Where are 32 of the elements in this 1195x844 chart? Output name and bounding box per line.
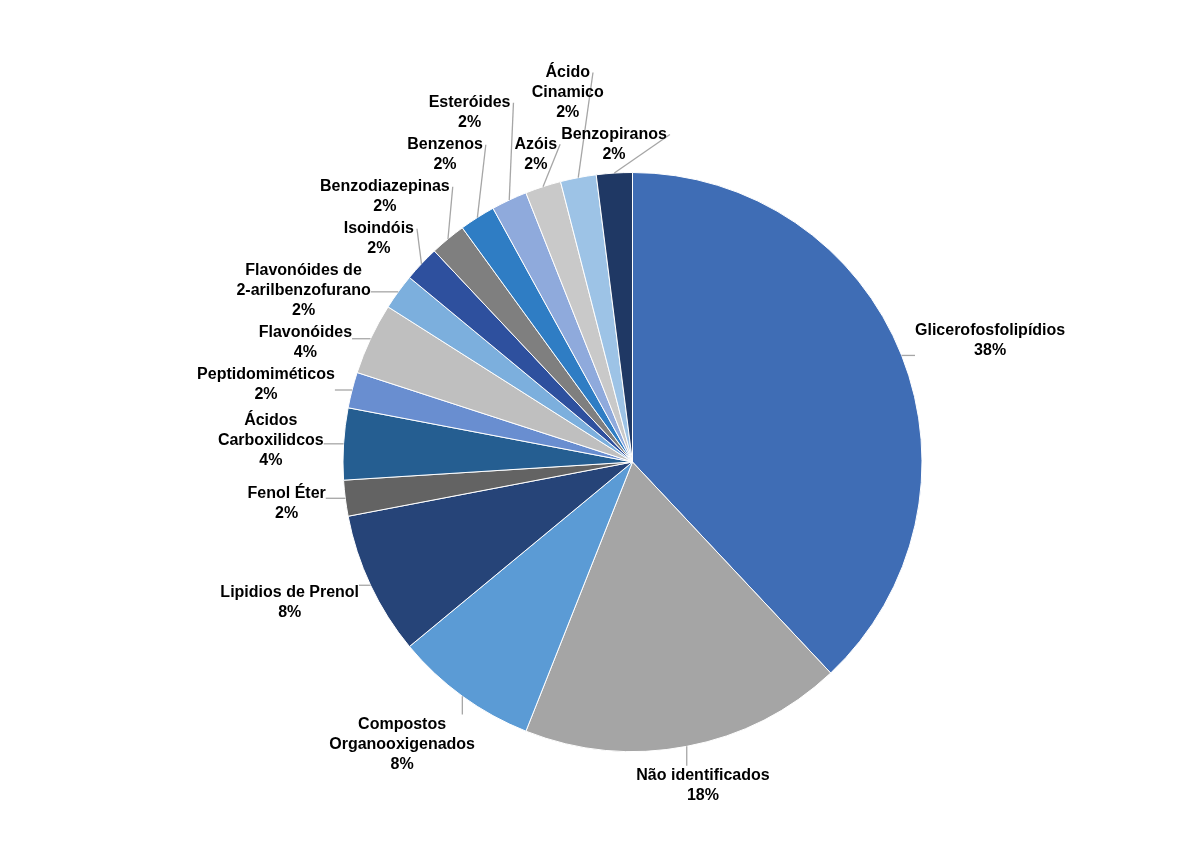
slice-label: Peptidomiméticos (197, 365, 335, 383)
slice-label: Benzodiazepinas (319, 177, 450, 195)
data-label: 2% (373, 197, 397, 215)
slice-label: Compostos Organooxigenados (329, 714, 476, 752)
data-label: 4% (293, 343, 317, 361)
data-label: 8% (390, 754, 414, 772)
data-label: 4% (259, 451, 283, 469)
data-label: 2% (292, 301, 316, 319)
slice-label: Azóis (514, 134, 558, 152)
data-label: 2% (524, 154, 548, 172)
slice-label: Benzenos (407, 135, 483, 153)
slice-label: Fenol Éter (247, 482, 326, 501)
data-label: 2% (602, 144, 626, 162)
slice-label: Lipidios de Prenol (220, 582, 360, 600)
data-label: 8% (278, 602, 302, 620)
data-label: 2% (433, 155, 457, 173)
slice-label: Esteróides (428, 93, 511, 111)
data-label: 2% (275, 503, 299, 521)
slice-label: Flavonóides (258, 323, 353, 341)
slice-label: Isoindóis (343, 219, 415, 237)
data-label: 2% (367, 239, 391, 257)
slice-label: Ácido Cinamico (531, 61, 604, 100)
slice-label: Ácidos Carboxilidcos (217, 410, 324, 449)
data-label: 38% (974, 341, 1007, 359)
slice-label: Glicerofosfolipídios (914, 321, 1066, 339)
data-label: 18% (686, 786, 719, 804)
slice-label: Benzopiranos (561, 124, 668, 142)
data-label: 2% (254, 385, 278, 403)
data-label: 2% (556, 102, 580, 120)
slice-label: Flavonóides de 2-arilbenzofurano (236, 261, 371, 299)
data-label: 2% (458, 113, 482, 131)
slice-label: Não identificados (636, 766, 770, 784)
